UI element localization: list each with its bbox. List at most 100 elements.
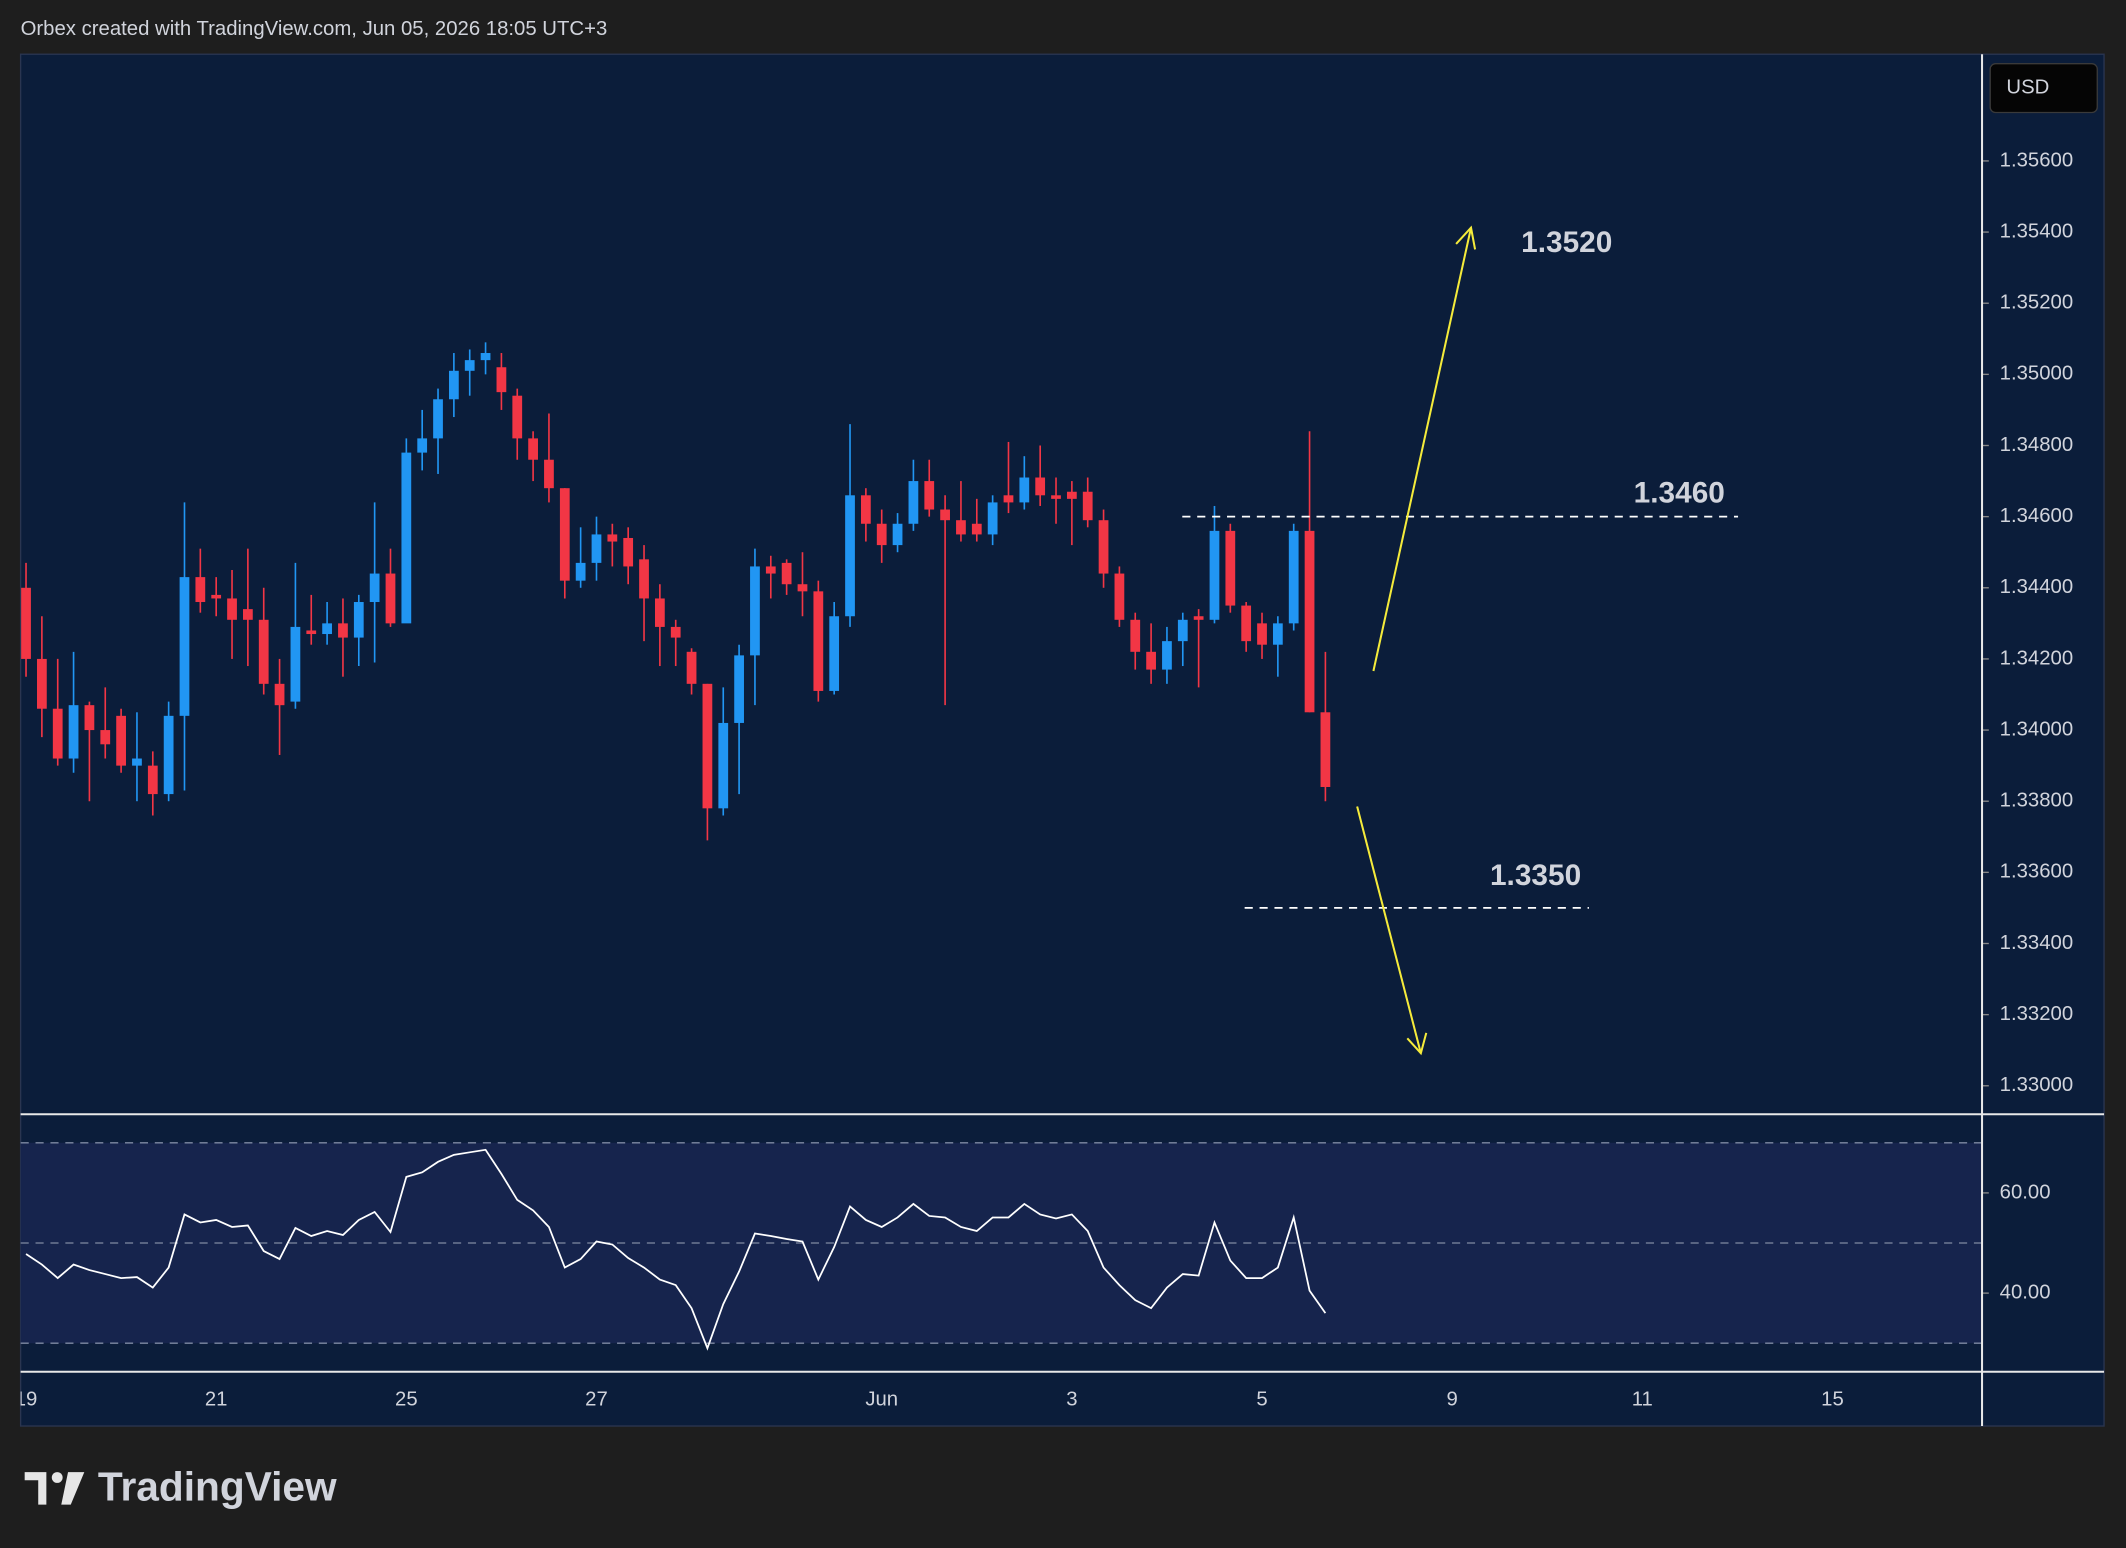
candle-body (36, 658, 47, 709)
candle-body (274, 683, 285, 706)
candle-body (290, 626, 301, 702)
candle-body (1241, 605, 1252, 642)
arrow-down (1356, 806, 1422, 1054)
y-tick-label: 1.35400 (2000, 220, 2073, 242)
candle-body (448, 370, 459, 400)
candle-body (1257, 623, 1267, 645)
x-tick-label: 15 (1821, 1389, 1844, 1411)
candle-body (876, 523, 887, 546)
y-tick-label: 1.33600 (2000, 861, 2073, 883)
rsi-band-fill (20, 1142, 1983, 1344)
candle-body (1225, 530, 1236, 606)
candle-body (591, 534, 602, 563)
overlay: 1.33000 1.33200 1.33400 1.33600 1.33800 1.340… (1182, 149, 2073, 1303)
candle-body (781, 562, 792, 585)
candle-body (116, 715, 126, 766)
candle-body (84, 705, 95, 731)
candle-body (892, 523, 903, 546)
candle-body (1082, 491, 1093, 521)
rsi-tick-label: 40.00 (2000, 1281, 2051, 1303)
annotation-label: 1.3460 (1634, 477, 1725, 510)
candle-body (623, 537, 634, 567)
candle-body (528, 438, 538, 460)
y-tick-label: 1.35200 (2000, 292, 2073, 314)
candle-body (464, 360, 475, 371)
candle-body (227, 598, 237, 620)
y-tick-label: 1.35600 (2000, 149, 2073, 171)
x-tick-label: 11 (1632, 1389, 1653, 1411)
y-tick-label: 1.33000 (2000, 1074, 2073, 1096)
logo-icon (24, 1472, 85, 1505)
candle-body (1035, 477, 1046, 496)
rsi-tick-label: 60.00 (2000, 1181, 2051, 1203)
arrow-down-head (1406, 1032, 1428, 1056)
candle-body (147, 765, 158, 795)
arrow-up (1372, 227, 1473, 672)
x-tick-label: 21 (205, 1389, 228, 1411)
y-tick-label: 1.33800 (2000, 790, 2073, 812)
candle-body (242, 609, 253, 620)
candle-body (369, 573, 380, 603)
candle-body (813, 591, 824, 691)
arrow-up-head (1455, 225, 1477, 250)
candle-body (163, 715, 174, 795)
candle-body (338, 623, 348, 638)
candle-body (496, 367, 507, 393)
annotation-label: 1.3520 (1521, 226, 1612, 259)
candle-body (702, 683, 713, 809)
candle-body (258, 619, 269, 684)
candle-body (718, 722, 729, 809)
currency-box[interactable] (1989, 63, 2098, 114)
header-text: Orbex created with TradingView.com, Jun … (21, 18, 608, 40)
candle-body (21, 587, 31, 659)
annotation-label: 1.3350 (1490, 859, 1581, 892)
candle-body (100, 730, 111, 745)
y-tick-label: 1.34000 (2000, 718, 2073, 740)
candle-body (1051, 495, 1061, 499)
x-tick-label: 25 (395, 1389, 418, 1411)
candle-body (322, 623, 332, 635)
candle-body (52, 708, 63, 759)
candle-body (575, 562, 586, 581)
candle-body (1177, 619, 1188, 642)
candle-body (512, 395, 523, 439)
brand: TradingView (98, 1463, 337, 1509)
candle-body (1130, 619, 1141, 652)
candle-body (1019, 477, 1030, 503)
candle-body (385, 573, 396, 624)
y-tick-label: 1.34600 (2000, 505, 2073, 527)
candle-body (987, 502, 998, 535)
y-tick-label: 1.34400 (2000, 576, 2073, 598)
y-tick-label: 1.35000 (2000, 363, 2073, 385)
candle-body (1288, 530, 1299, 624)
y-tick-label: 1.33400 (2000, 932, 2073, 954)
candle-body (1146, 651, 1156, 670)
candle-body (765, 566, 776, 574)
candle-body (797, 584, 808, 592)
plot-area: 19 21 25 27 Jun 3 5 9 11 15 (20, 342, 1983, 1411)
candle-body (1304, 530, 1315, 713)
candle-body (480, 353, 491, 361)
candle-body (750, 566, 760, 656)
candle-body (956, 520, 966, 535)
candle-body (1193, 616, 1204, 620)
y-tick-label: 1.34800 (2000, 434, 2073, 456)
candle-body (1209, 530, 1220, 620)
candle-body (908, 481, 919, 524)
candle-body (68, 705, 79, 759)
candle-body (1272, 623, 1283, 645)
candle-body (559, 488, 570, 581)
candle-body (1098, 520, 1109, 574)
currency-label: USD (2006, 76, 2049, 98)
candle-body (860, 495, 871, 524)
candle-body (353, 602, 364, 638)
y-tick-label: 1.33200 (2000, 1003, 2073, 1025)
x-tick-label: 9 (1447, 1389, 1458, 1411)
candle-body (639, 559, 649, 599)
candle-body (433, 399, 443, 439)
candle-body (734, 655, 744, 723)
x-tick-label: 5 (1256, 1389, 1267, 1411)
logo-part (24, 1472, 47, 1505)
candle-body (417, 438, 428, 453)
